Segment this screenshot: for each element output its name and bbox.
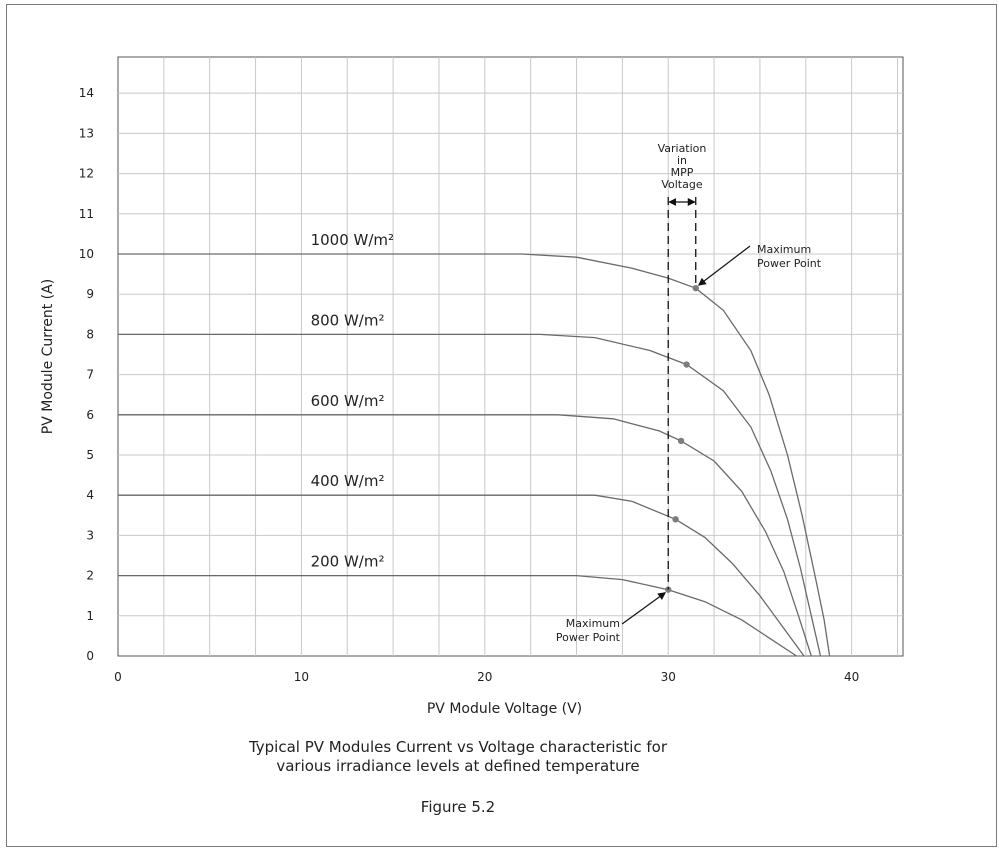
x-tick-label: 30 (661, 670, 676, 684)
x-axis-label: PV Module Voltage (V) (427, 701, 582, 717)
plot-area (117, 56, 904, 657)
mpp-annotation-top: Maximum (757, 243, 811, 256)
mpp-marker (683, 361, 690, 368)
mpp-annotation-top-arrow (697, 245, 751, 286)
mpp-variation-label: MPP (671, 166, 694, 179)
y-tick-label: 12 (79, 167, 94, 181)
iv-curve (118, 574, 797, 657)
iv-curve (118, 333, 822, 657)
y-tick-label: 4 (86, 488, 94, 502)
y-tick-label: 0 (86, 649, 94, 663)
curve-label: 800 W/m² (311, 311, 385, 329)
mpp-annotation-top: Power Point (757, 257, 822, 270)
curve-label: 600 W/m² (311, 392, 385, 410)
mpp-variation-label: in (677, 154, 687, 167)
mpp-annotation-bottom: Power Point (556, 631, 621, 644)
iv-curve (118, 494, 805, 657)
y-tick-label: 7 (86, 368, 94, 382)
y-tick-label: 8 (86, 327, 94, 341)
y-tick-label: 3 (86, 528, 94, 542)
iv-curve (118, 414, 812, 657)
x-tick-label: 40 (844, 670, 859, 684)
mpp-variation-label: Voltage (661, 178, 702, 191)
y-tick-label: 10 (79, 247, 94, 261)
x-tick-label: 20 (477, 670, 492, 684)
y-tick-label: 6 (86, 408, 94, 422)
y-axis-label: PV Module Current (A) (40, 279, 56, 434)
mpp-annotation-bottom: Maximum (566, 617, 620, 630)
figure-frame (6, 4, 997, 847)
x-tick-label: 0 (114, 670, 122, 684)
y-tick-label: 2 (86, 569, 94, 583)
y-tick-label: 1 (86, 609, 94, 623)
x-tick-label: 10 (294, 670, 309, 684)
curves (118, 253, 831, 657)
y-tick-label: 14 (79, 86, 94, 100)
y-tick-label: 11 (79, 207, 94, 221)
annotations (621, 197, 751, 625)
y-tick-label: 5 (86, 448, 94, 462)
mpp-variation-label: Variation (658, 142, 707, 155)
mpp-marker (677, 437, 685, 445)
iv-curve (118, 253, 831, 657)
curve-label: 200 W/m² (311, 553, 385, 571)
mpp-marker (672, 516, 679, 523)
curve-label: 400 W/m² (311, 472, 385, 490)
grid (117, 56, 904, 657)
caption-line-2: various irradiance levels at defined tem… (276, 757, 639, 775)
curve-label: 1000 W/m² (311, 231, 394, 249)
y-tick-label: 9 (86, 287, 94, 301)
y-tick-label: 13 (79, 126, 94, 140)
mpp-annotation-bottom-arrow (621, 592, 667, 625)
figure-number: Figure 5.2 (421, 798, 495, 816)
caption-line-1: Typical PV Modules Current vs Voltage ch… (248, 738, 668, 756)
